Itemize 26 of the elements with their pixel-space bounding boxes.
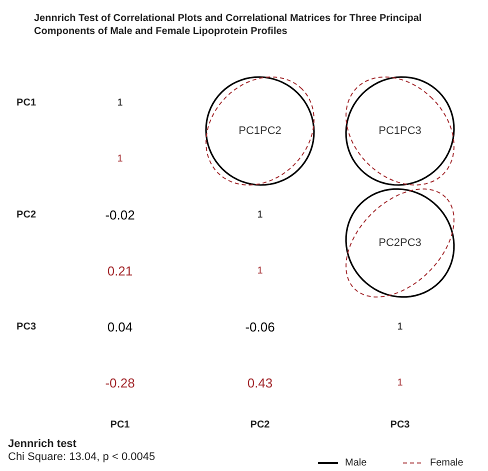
- data-label: -0.02: [105, 208, 135, 222]
- data-label: 1: [257, 210, 264, 220]
- text: Male: [345, 458, 368, 468]
- text: Female: [430, 458, 464, 468]
- data-label: 1: [117, 154, 124, 164]
- text: Chi Square: 13.04, p < 0.0045: [8, 451, 156, 463]
- data-label: 0.04: [107, 320, 133, 334]
- text: PC2PC3: [378, 237, 422, 249]
- y-tick-label: PC2: [16, 210, 36, 220]
- x-tick-label: PC3: [390, 420, 410, 430]
- data-label: 1: [397, 322, 404, 332]
- data-label: -0.28: [105, 376, 135, 390]
- text: Jennrich test: [8, 438, 77, 450]
- data-label: 1: [117, 98, 124, 108]
- y-tick-label: PC3: [16, 322, 36, 332]
- x-tick-label: PC2: [250, 420, 270, 430]
- data-label: 0.21: [107, 264, 133, 278]
- text: PC1PC2: [238, 125, 282, 137]
- chart-title: Jennrich Test of Correlational Plots and Correlational Matrices for Three Principal Components of Male and Female Lipoprotein Profiles: [34, 13, 424, 37]
- y-tick-label: PC1: [16, 98, 36, 108]
- data-label: 1: [257, 266, 264, 276]
- data-label: 0.43: [247, 376, 273, 390]
- text: PC1PC3: [378, 125, 422, 137]
- data-label: -0.06: [245, 320, 275, 334]
- data-label: 1: [397, 378, 404, 388]
- x-tick-label: PC1: [110, 420, 130, 430]
